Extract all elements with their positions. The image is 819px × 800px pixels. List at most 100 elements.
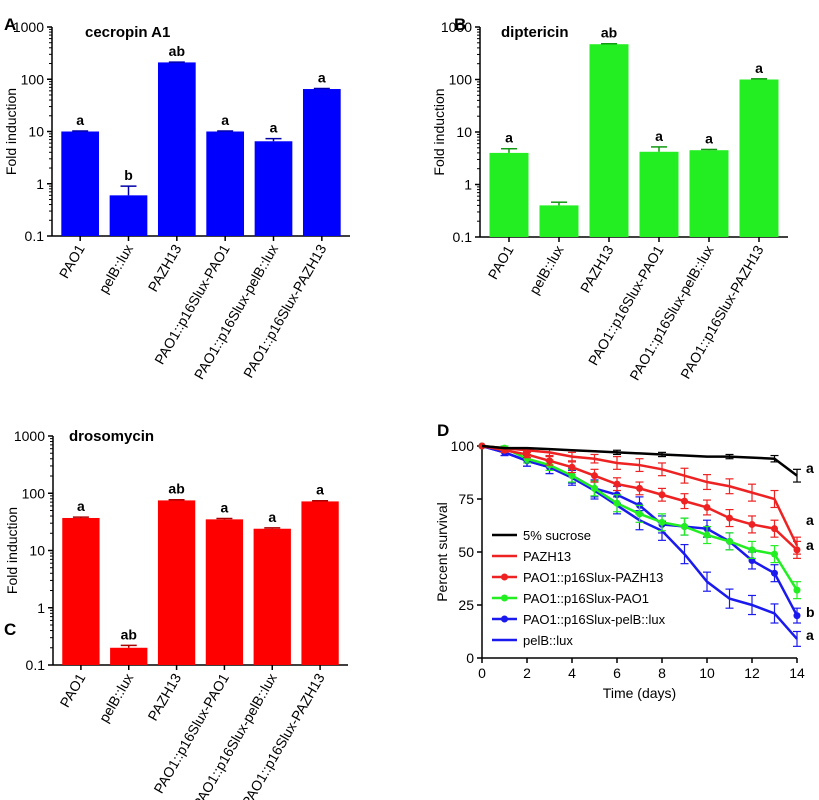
bar [110, 647, 148, 665]
x-tick-label: PAO1 [56, 241, 88, 281]
bar [301, 501, 339, 665]
data-point [568, 472, 576, 480]
legend-label: PAO1::p16Slux-PAZH13 [523, 570, 663, 585]
data-point [726, 537, 733, 545]
data-point [726, 514, 733, 522]
data-point [591, 472, 598, 480]
data-point [771, 525, 778, 533]
bar [205, 519, 244, 665]
data-point [681, 497, 688, 505]
x-tick-label: PAZH13 [577, 242, 617, 295]
chart-title: cecropin A1 [85, 24, 170, 41]
bar [62, 517, 100, 665]
chart-title: drosomycin [69, 428, 154, 445]
significance-label: a [77, 498, 85, 514]
x-tick-label: PAO1::p16Slux-pelB::lux [191, 242, 281, 383]
significance-label: a [221, 112, 229, 128]
x-tick-label: 14 [789, 665, 805, 681]
legend-label: PAO1::p16Slux-PAO1 [523, 591, 649, 606]
y-axis-label: Percent survival [434, 502, 450, 602]
x-tick-label: 0 [478, 665, 486, 681]
data-point [613, 499, 621, 507]
data-point [658, 491, 666, 499]
x-tick-label: pelB::lux [95, 242, 136, 297]
significance-label: a [268, 509, 276, 525]
data-point [636, 510, 643, 518]
chart-title: diptericin [501, 24, 569, 41]
significance-label: b [124, 167, 133, 183]
x-tick-label: PAZH13 [144, 670, 184, 723]
significance-label: ab [121, 626, 137, 642]
significance-label: a [221, 500, 229, 516]
y-tick-label: 10 [28, 124, 44, 140]
significance-label: a [806, 512, 814, 528]
series-line [481, 444, 798, 477]
panel-letter: D [437, 421, 449, 440]
significance-label: b [806, 604, 815, 620]
y-axis-label: Fold induction [3, 88, 19, 175]
significance-label: a [316, 482, 324, 498]
bar [109, 195, 148, 236]
y-tick-label: 100 [449, 72, 473, 88]
series-1 [481, 444, 801, 555]
y-tick-label: 1000 [441, 19, 472, 35]
legend-label: 5% sucrose [523, 528, 591, 543]
y-tick-label: 0.1 [453, 229, 473, 245]
y-tick-label: 1 [36, 176, 44, 192]
x-tick-label: 12 [744, 665, 760, 681]
y-tick-label: 1000 [14, 428, 45, 444]
data-point [793, 586, 801, 594]
significance-label: ab [601, 25, 617, 41]
x-tick-label: 4 [568, 665, 576, 681]
data-point [613, 480, 621, 488]
y-tick-label: 10 [29, 543, 45, 559]
x-tick-label: PAO1 [57, 670, 89, 710]
panel-d: D 0 25 50 75 100 0 2 4 6 8 10 12 14 Time (days) Percent… [434, 421, 815, 701]
x-tick-label: PAO1 [485, 242, 517, 282]
y-tick-label: 25 [458, 597, 474, 613]
significance-label: ab [169, 43, 185, 59]
series-2 [478, 442, 801, 559]
panel-letter: B [454, 15, 466, 34]
significance-label: a [270, 120, 278, 136]
significance-label: a [505, 130, 513, 146]
bar [157, 500, 196, 665]
y-tick-label: 0.1 [25, 228, 45, 244]
x-tick-label: pelB::lux [526, 243, 567, 298]
y-tick-label: 50 [458, 544, 474, 560]
significance-label: a [655, 128, 663, 144]
legend-label: PAO1::p16Slux-pelB::lux [523, 612, 666, 627]
bar [302, 89, 341, 237]
legend-marker [501, 615, 508, 623]
significance-label: a [806, 627, 814, 643]
y-axis-label: Fold induction [431, 88, 447, 175]
legend-marker [501, 594, 508, 602]
y-tick-label: 10 [456, 124, 472, 140]
y-axis-label: Fold induction [4, 507, 20, 594]
y-tick-label: 75 [458, 491, 474, 507]
x-tick-label: 10 [699, 665, 715, 681]
y-tick-label: 0 [466, 650, 474, 666]
x-tick-label: 6 [613, 665, 621, 681]
bar [489, 152, 529, 237]
y-tick-label: 0.1 [26, 657, 46, 673]
data-point [748, 520, 756, 528]
series-3 [478, 442, 801, 600]
y-tick-label: 100 [22, 485, 46, 501]
significance-label: a [806, 460, 814, 476]
y-tick-label: 1000 [13, 19, 44, 35]
x-axis-label: Time (days) [603, 685, 676, 701]
legend-label: PAZH13 [523, 549, 571, 564]
data-point [793, 612, 801, 620]
y-tick-label: 1 [464, 177, 472, 193]
bar [639, 151, 679, 237]
data-point [771, 569, 778, 577]
y-tick-label: 1 [37, 600, 45, 616]
data-point [748, 546, 756, 554]
significance-label: a [705, 130, 713, 146]
bar [206, 131, 245, 236]
